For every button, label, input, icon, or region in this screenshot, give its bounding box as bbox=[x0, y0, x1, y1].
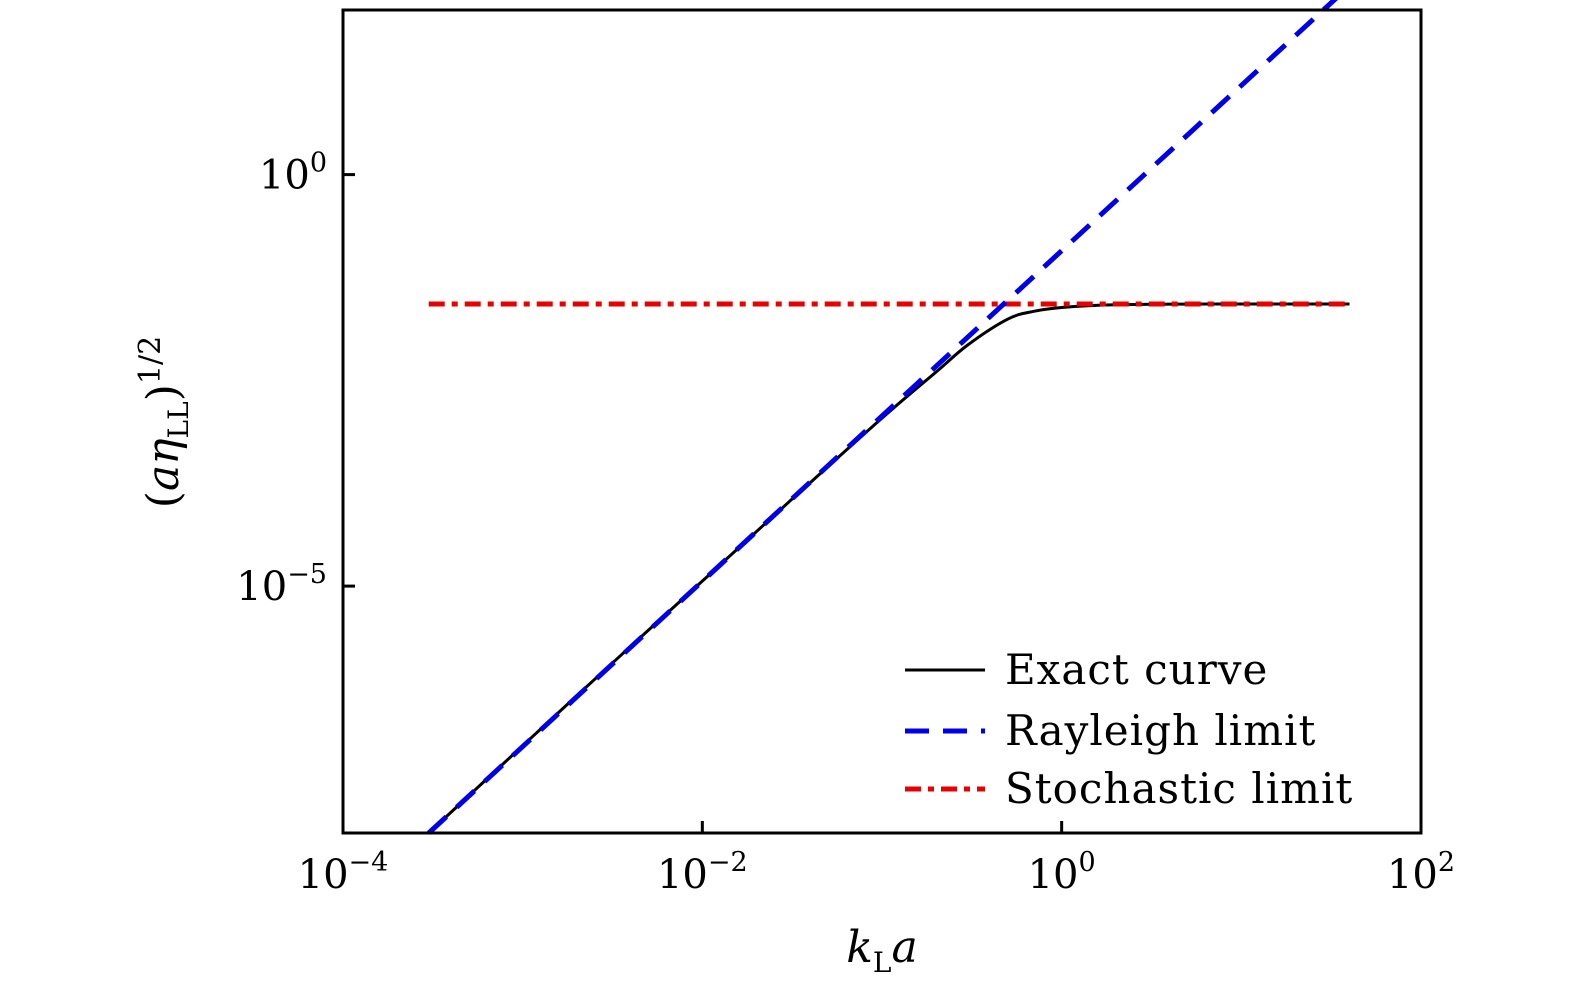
y-tick-label: 10−5 bbox=[236, 559, 327, 610]
legend: Exact curve Rayleigh limit Stochastic li… bbox=[905, 645, 1353, 813]
plot-curves bbox=[427, 0, 1350, 835]
series-rayleigh-limit bbox=[427, 0, 1338, 835]
axis-ticks: 10−4 10−2 100 102 100 10−5 bbox=[236, 148, 1455, 898]
x-tick-label: 102 bbox=[1387, 847, 1455, 898]
x-tick-label: 10−4 bbox=[298, 847, 389, 898]
plot-frame bbox=[341, 8, 1423, 835]
y-axis-label: (aηLL)1/2 bbox=[133, 336, 195, 508]
x-tick-label: 100 bbox=[1028, 847, 1096, 898]
x-axis-label: kLa bbox=[846, 922, 918, 979]
legend-label-rayleigh: Rayleigh limit bbox=[1005, 706, 1316, 755]
x-tick-label: 10−2 bbox=[657, 847, 748, 898]
legend-label-exact: Exact curve bbox=[1005, 645, 1268, 694]
y-tick-label: 100 bbox=[259, 148, 327, 199]
legend-label-stochastic: Stochastic limit bbox=[1005, 764, 1353, 813]
